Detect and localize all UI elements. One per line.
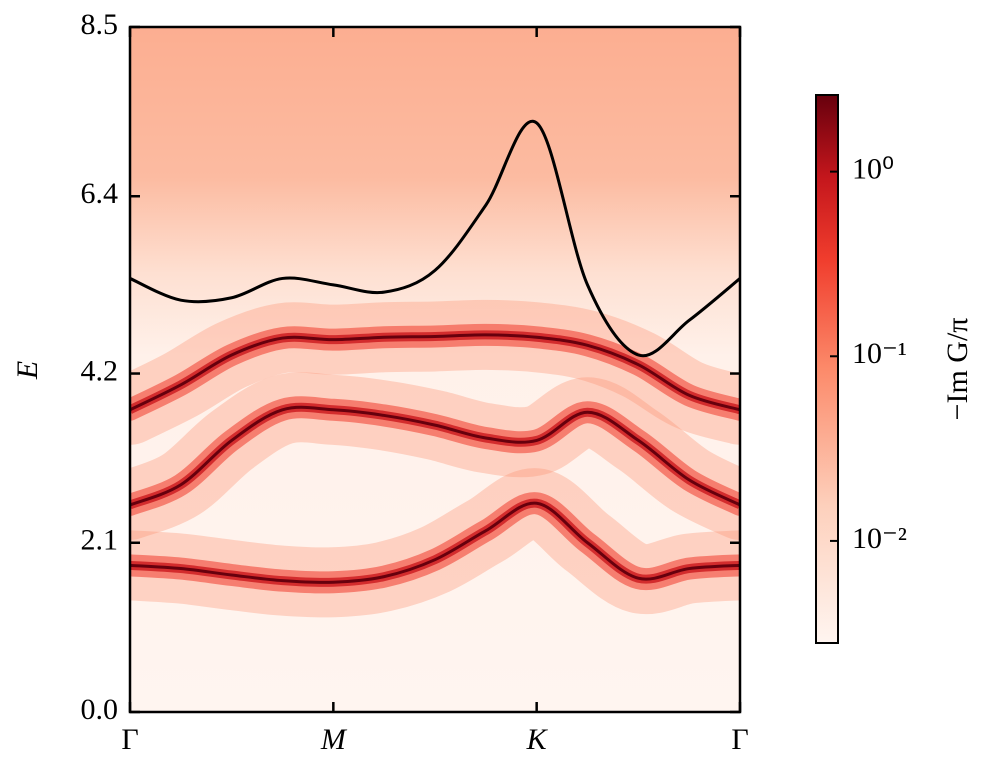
band-line [130, 119, 740, 358]
plot-frame [128, 25, 742, 714]
x-tick-label: M [320, 723, 348, 756]
y-tick-label: 6.4 [81, 177, 119, 210]
x-tick-label: K [526, 723, 549, 756]
band-line [130, 405, 740, 507]
band-line [130, 501, 740, 584]
y-tick-label: 8.5 [81, 8, 119, 41]
band-line [130, 333, 740, 412]
y-tick-label: 4.2 [81, 354, 119, 387]
colorbar-label: −Im G/π [941, 318, 974, 421]
colorbar-tick-label: 10⁰ [852, 153, 894, 186]
y-tick-label: 2.1 [81, 524, 119, 557]
plot-area [130, 119, 740, 618]
axes: 0.0 2.1 4.2 6.4 8.5 Γ M K Γ 10⁰ 10⁻¹ 10⁻² [81, 8, 907, 756]
colorbar [815, 94, 839, 644]
y-tick-label: 0.0 [81, 693, 119, 726]
colorbar-tick-label: 10⁻² [852, 522, 907, 555]
x-tick-label: Γ [731, 723, 748, 756]
x-tick-label: Γ [121, 723, 138, 756]
colorbar-tick-label: 10⁻¹ [852, 337, 907, 370]
y-axis-label: E [11, 361, 44, 380]
